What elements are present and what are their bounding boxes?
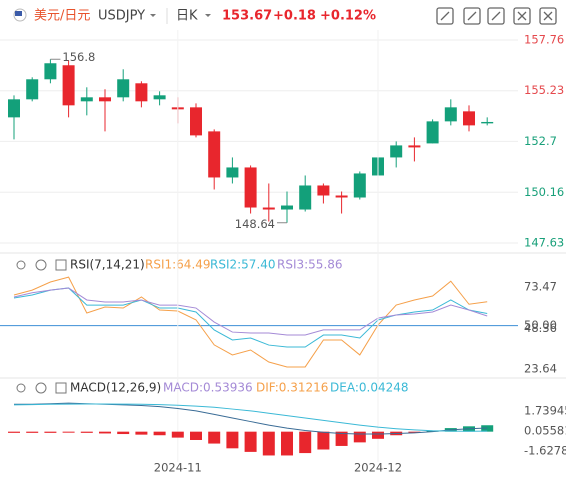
- candle-body: [408, 145, 421, 148]
- candle-body: [262, 207, 275, 210]
- candle-body: [390, 145, 403, 158]
- histogram-bar: [190, 431, 202, 440]
- y-tick-label: 157.76: [524, 33, 564, 47]
- y-tick-label: 48.36: [524, 321, 557, 335]
- candle-body: [190, 107, 202, 136]
- y-tick-label: 23.64: [524, 362, 557, 376]
- candle-body: [244, 167, 257, 208]
- indicator-line: [13, 276, 488, 368]
- candle-body: [99, 97, 111, 102]
- legend-label: DIF:0.31216: [256, 381, 328, 395]
- indicator-line: [13, 403, 488, 432]
- eye-icon[interactable]: [16, 260, 26, 270]
- candle-body: [135, 83, 148, 102]
- y-tick-label: 50.00: [524, 318, 557, 332]
- histogram-bar: [8, 431, 20, 433]
- histogram-bar: [262, 431, 275, 456]
- high-annotation: 156.8: [62, 50, 95, 64]
- histogram-bar: [117, 431, 130, 435]
- candle-body: [444, 107, 457, 122]
- dropdown-arrow[interactable]: [150, 14, 156, 17]
- histogram-bar: [26, 431, 39, 433]
- y-tick-label: 73.47: [524, 280, 557, 294]
- candle-body: [317, 185, 330, 196]
- candle-body: [26, 79, 39, 100]
- eye-icon[interactable]: [16, 383, 26, 393]
- candle-body: [153, 95, 166, 100]
- y-tick-label: 152.7: [524, 134, 557, 148]
- tool-button[interactable]: [513, 7, 531, 25]
- histogram-bar: [135, 431, 148, 435]
- candle-body: [62, 65, 75, 106]
- settings-icon[interactable]: [35, 259, 47, 271]
- histogram-bar: [62, 431, 75, 433]
- legend-label: DEA:0.04248: [330, 381, 409, 395]
- tool-button[interactable]: [487, 7, 505, 25]
- legend-label: RSI2:57.40: [210, 258, 276, 272]
- indicator-line: [13, 287, 488, 348]
- histogram-bar: [408, 431, 421, 433]
- expand-icon[interactable]: [55, 259, 67, 271]
- histogram-bar: [317, 431, 330, 450]
- x-tick-label: 2024-11: [154, 461, 202, 475]
- histogram-bar: [208, 431, 221, 444]
- candle-body: [463, 111, 475, 126]
- candle-body: [44, 63, 57, 80]
- legend-label: MACD:0.53936: [163, 381, 253, 395]
- last-price: 153.67: [222, 9, 272, 24]
- candle-body: [481, 121, 494, 124]
- candle-body: [353, 173, 366, 198]
- y-tick-label: 0.05581: [524, 424, 566, 438]
- indicator-line: [13, 287, 488, 336]
- y-tick-label: -1.62783: [524, 444, 566, 458]
- histogram-bar: [281, 431, 293, 456]
- tool-icon: [440, 11, 553, 21]
- histogram-bar: [335, 431, 348, 446]
- macd-title: MACD(12,26,9): [70, 381, 161, 395]
- y-tick-label: 155.23: [524, 83, 564, 97]
- histogram-bar: [244, 431, 257, 452]
- candle-body: [299, 185, 312, 210]
- x-tick-label: 2024-12: [354, 461, 402, 475]
- histogram-bar: [226, 431, 239, 449]
- dropdown-arrow[interactable]: [205, 14, 211, 17]
- y-tick-label: 150.16: [524, 185, 564, 199]
- expand-icon[interactable]: [55, 382, 67, 394]
- candle-body: [117, 79, 130, 98]
- candle-body: [335, 195, 348, 198]
- price-change: +0.18: [273, 9, 316, 24]
- candle-body: [208, 131, 221, 178]
- rsi-title: RSI(7,14,21): [70, 258, 145, 272]
- histogram-bar: [44, 431, 57, 433]
- histogram-bar: [99, 431, 111, 434]
- y-tick-label: 147.63: [524, 235, 564, 249]
- histogram-bar: [171, 431, 184, 438]
- histogram-bar: [80, 431, 93, 433]
- instrument-symbol[interactable]: USDJPY: [98, 9, 145, 24]
- instrument-name[interactable]: 美元/日元: [34, 9, 90, 24]
- histogram-bar: [299, 431, 312, 454]
- tool-button[interactable]: [436, 7, 454, 25]
- low-annotation: 148.64: [235, 217, 275, 231]
- y-tick-label: 1.73945: [524, 403, 566, 417]
- candle-body: [80, 97, 93, 102]
- candle-body: [281, 205, 293, 210]
- tool-button[interactable]: [539, 7, 557, 25]
- candle-body: [8, 99, 20, 118]
- price-change-pct: +0.12%: [320, 9, 376, 24]
- legend-label: RSI3:55.86: [277, 258, 343, 272]
- candle-body: [426, 121, 439, 144]
- candle-body: [226, 167, 239, 178]
- histogram-bar: [153, 431, 166, 436]
- histogram-bar: [353, 431, 366, 443]
- settings-icon[interactable]: [35, 382, 47, 394]
- tool-button[interactable]: [463, 7, 481, 25]
- histogram-bar: [481, 425, 494, 432]
- flag-icon: [15, 11, 22, 16]
- histogram-bar: [372, 431, 384, 439]
- period[interactable]: 日K: [176, 9, 198, 24]
